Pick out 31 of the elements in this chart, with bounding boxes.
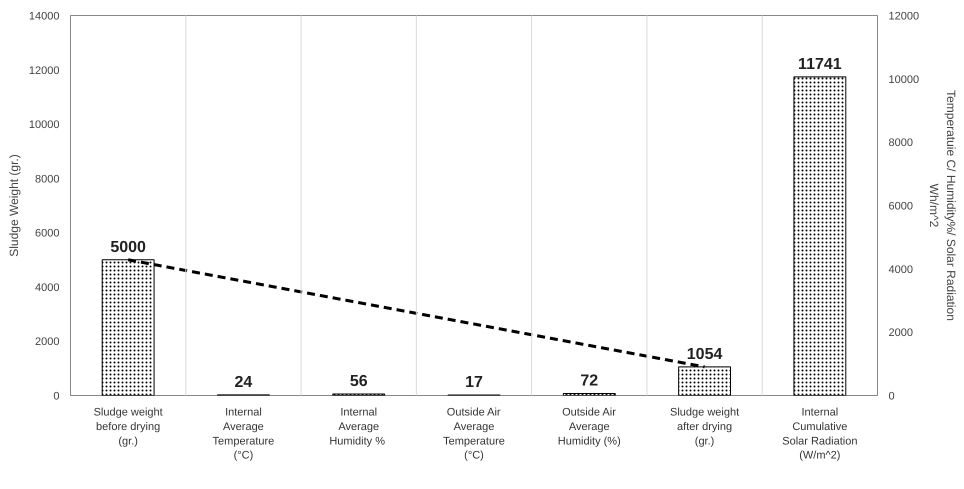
y2-tick-label: 12000 xyxy=(888,10,920,22)
y2-tick-label: 0 xyxy=(888,390,895,402)
y2-tick-label: 8000 xyxy=(888,137,913,150)
y-tick-label: 4000 xyxy=(35,282,60,294)
x-tick-label: Outside Air Average Temperature (°C) xyxy=(443,406,505,462)
y-tick-label: 2000 xyxy=(35,336,60,348)
data-label: 56 xyxy=(350,372,368,390)
data-label: 72 xyxy=(580,372,598,390)
x-tick-label: Internal Average Temperature (°C) xyxy=(212,406,274,462)
y-tick-label: 6000 xyxy=(35,228,60,240)
x-tick-label: Outside Air Average Humidity (%) xyxy=(558,406,621,448)
y-tick-label: 0 xyxy=(53,390,60,402)
y2-tick-label: 4000 xyxy=(888,264,913,276)
y2-axis-title: Temperatuie C/ Humidity%/ Solar Radiation Wh/m^2 xyxy=(927,90,958,321)
y-tick-label: 10000 xyxy=(28,119,60,132)
x-tick-label: Sludge weight after drying (gr.) xyxy=(670,406,740,448)
x-tick-label: Internal Average Humidity % xyxy=(329,406,386,448)
y2-tick-label: 10000 xyxy=(888,74,920,86)
x-tick-label: Sludge weight before drying (gr.) xyxy=(94,406,163,448)
y2-tick-label: 2000 xyxy=(888,327,913,340)
y-tick-label: 14000 xyxy=(28,10,60,22)
y-axis-title: Sludge Weight (gr.) xyxy=(6,154,21,257)
y-tick-label: 12000 xyxy=(28,64,60,77)
data-label: 1054 xyxy=(686,346,722,363)
data-label: 5000 xyxy=(110,238,146,256)
y2-tick-label: 6000 xyxy=(888,200,913,212)
x-tick-label: Internal Cumulative Solar Radiation (W/m^2) xyxy=(782,406,858,462)
data-label: 17 xyxy=(465,374,483,392)
data-label: 24 xyxy=(234,374,252,391)
data-label: 11741 xyxy=(798,56,842,73)
y-tick-label: 8000 xyxy=(35,173,60,186)
